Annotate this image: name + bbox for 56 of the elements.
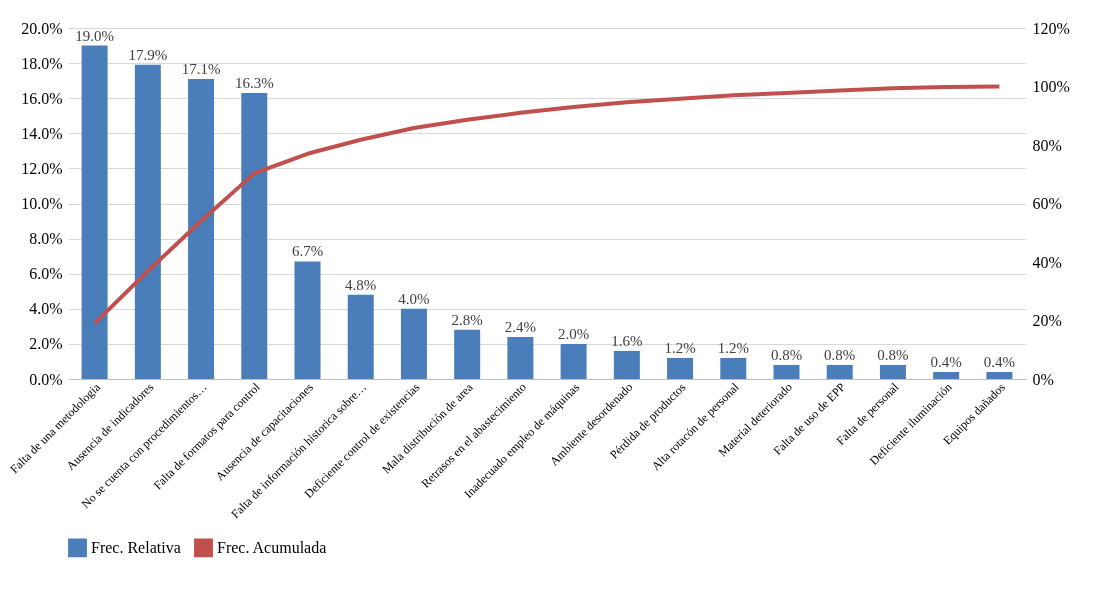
data-label: 17.1% bbox=[181, 60, 221, 77]
data-label: 17.9% bbox=[128, 46, 168, 63]
data-label: 0.8% bbox=[824, 346, 856, 363]
data-label: 4.0% bbox=[398, 290, 430, 307]
bar bbox=[773, 364, 800, 379]
bar bbox=[241, 92, 268, 379]
y-tick-label: 16.0% bbox=[21, 89, 63, 107]
data-label: 4.8% bbox=[345, 276, 377, 293]
bar bbox=[454, 329, 481, 379]
y2-tick-label: 120% bbox=[1032, 19, 1070, 37]
bar bbox=[560, 343, 587, 379]
y-tick-label: 12.0% bbox=[21, 159, 63, 177]
y2-tick-label: 0% bbox=[1032, 370, 1054, 388]
y-tick-label: 2.0% bbox=[29, 335, 63, 353]
legend-label: Frec. Relativa bbox=[91, 538, 181, 556]
bar bbox=[134, 64, 161, 379]
data-label: 0.8% bbox=[770, 346, 803, 363]
data-label: 0.4% bbox=[930, 353, 962, 370]
y-tick-label: 6.0% bbox=[29, 265, 63, 283]
y2-tick-label: 60% bbox=[1032, 195, 1062, 212]
bar bbox=[81, 45, 108, 379]
data-label: 1.2% bbox=[664, 339, 696, 356]
data-label: 0.4% bbox=[983, 353, 1016, 370]
data-label: 1.6% bbox=[611, 332, 643, 349]
data-label: 1.2% bbox=[717, 339, 749, 356]
bar bbox=[826, 364, 853, 379]
y-tick-label: 4.0% bbox=[29, 300, 63, 318]
bar bbox=[400, 308, 427, 379]
bar bbox=[347, 294, 374, 379]
data-label: 0.8% bbox=[877, 346, 909, 363]
y-tick-label: 0.0% bbox=[29, 370, 63, 388]
bar bbox=[507, 336, 534, 379]
y2-tick-label: 40% bbox=[1032, 253, 1062, 271]
y2-tick-label: 20% bbox=[1032, 312, 1062, 329]
data-label: 2.4% bbox=[504, 318, 537, 335]
y-tick-label: 10.0% bbox=[21, 195, 63, 212]
y2-tick-label: 80% bbox=[1032, 136, 1062, 154]
data-label: 2.8% bbox=[451, 311, 483, 328]
data-label: 16.3% bbox=[234, 74, 274, 91]
y-tick-label: 8.0% bbox=[29, 230, 63, 248]
data-label: 2.0% bbox=[557, 325, 590, 342]
bar bbox=[667, 357, 694, 379]
y2-tick-label: 100% bbox=[1032, 78, 1070, 95]
bar bbox=[188, 78, 215, 379]
bar bbox=[294, 261, 321, 379]
legend-label: Frec. Acumulada bbox=[217, 538, 327, 556]
data-label: 6.7% bbox=[291, 243, 324, 260]
y-tick-label: 18.0% bbox=[21, 54, 63, 72]
bar bbox=[879, 364, 906, 379]
bar bbox=[720, 357, 747, 379]
y-tick-label: 14.0% bbox=[21, 124, 63, 142]
data-label: 19.0% bbox=[75, 27, 114, 44]
bar bbox=[613, 350, 640, 379]
y-tick-label: 20.0% bbox=[21, 19, 63, 37]
bar bbox=[933, 371, 960, 379]
bar bbox=[986, 371, 1013, 379]
